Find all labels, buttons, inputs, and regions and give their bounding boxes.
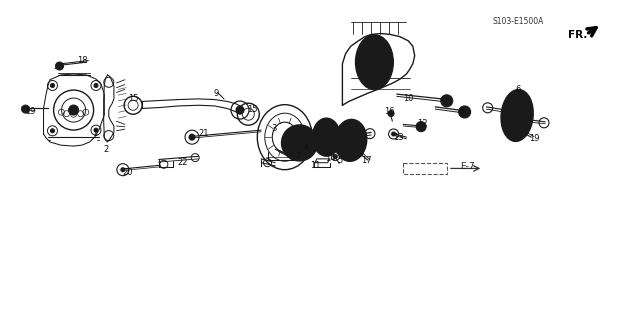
Text: 5: 5	[338, 156, 343, 165]
Text: 8: 8	[458, 109, 463, 118]
Text: 19: 19	[26, 107, 36, 115]
Text: 7: 7	[295, 152, 300, 161]
Circle shape	[342, 148, 346, 152]
Circle shape	[236, 106, 244, 114]
Text: 10: 10	[403, 94, 413, 103]
Circle shape	[51, 84, 54, 87]
Circle shape	[68, 105, 79, 115]
Circle shape	[296, 139, 303, 147]
Text: 9: 9	[214, 89, 219, 98]
Text: 16: 16	[384, 107, 394, 115]
Text: 4: 4	[303, 143, 308, 152]
Text: 22: 22	[177, 158, 188, 167]
Text: 6: 6	[516, 85, 521, 94]
Ellipse shape	[501, 90, 533, 141]
Text: 18: 18	[77, 56, 87, 65]
Text: 1: 1	[92, 129, 97, 138]
Text: 14: 14	[325, 154, 335, 163]
Text: 17: 17	[361, 156, 371, 165]
Circle shape	[56, 62, 63, 70]
Text: 13: 13	[393, 133, 403, 142]
Ellipse shape	[312, 118, 340, 156]
Text: 15: 15	[248, 105, 258, 114]
Circle shape	[94, 128, 98, 132]
Text: 3: 3	[271, 124, 276, 133]
Text: 21: 21	[198, 129, 209, 138]
Text: 2: 2	[103, 145, 108, 154]
Circle shape	[189, 134, 195, 140]
Text: 11: 11	[310, 161, 320, 170]
Circle shape	[392, 132, 396, 136]
Text: E-7: E-7	[460, 162, 474, 171]
Circle shape	[441, 95, 452, 107]
Ellipse shape	[335, 119, 367, 161]
Bar	[403, 163, 447, 174]
Text: 12: 12	[417, 119, 428, 128]
Circle shape	[121, 168, 125, 172]
Circle shape	[22, 105, 29, 113]
Text: S103-E1500A: S103-E1500A	[493, 17, 544, 26]
Circle shape	[94, 84, 98, 87]
Text: 15: 15	[128, 94, 138, 103]
Circle shape	[416, 122, 426, 132]
Text: FR.: FR.	[568, 30, 587, 40]
Circle shape	[51, 129, 54, 133]
Circle shape	[282, 125, 317, 161]
Circle shape	[444, 98, 450, 104]
Circle shape	[333, 155, 337, 159]
Circle shape	[514, 96, 520, 102]
Text: 20: 20	[123, 168, 133, 177]
Ellipse shape	[355, 35, 394, 90]
Circle shape	[388, 111, 394, 116]
Circle shape	[459, 106, 470, 118]
Text: 19: 19	[529, 134, 540, 143]
